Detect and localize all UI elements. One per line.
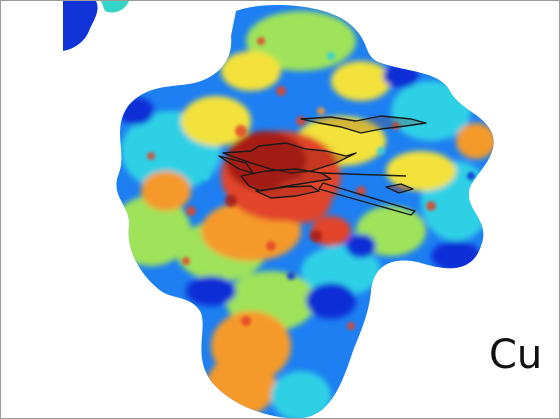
core-trace-3	[255, 185, 320, 199]
corner-blue-patch	[63, 1, 98, 51]
corner-teal-patch	[101, 1, 129, 13]
small-trace-right	[385, 183, 414, 194]
core-trace-left	[218, 155, 254, 174]
element-label: Cu	[489, 332, 543, 378]
contour-traces	[218, 115, 427, 216]
upper-right-trace	[300, 115, 427, 134]
long-trace-line-2	[318, 182, 416, 216]
long-trace-line-1	[320, 172, 407, 177]
core-trace-2	[240, 168, 332, 192]
core-trace-1	[222, 142, 357, 174]
